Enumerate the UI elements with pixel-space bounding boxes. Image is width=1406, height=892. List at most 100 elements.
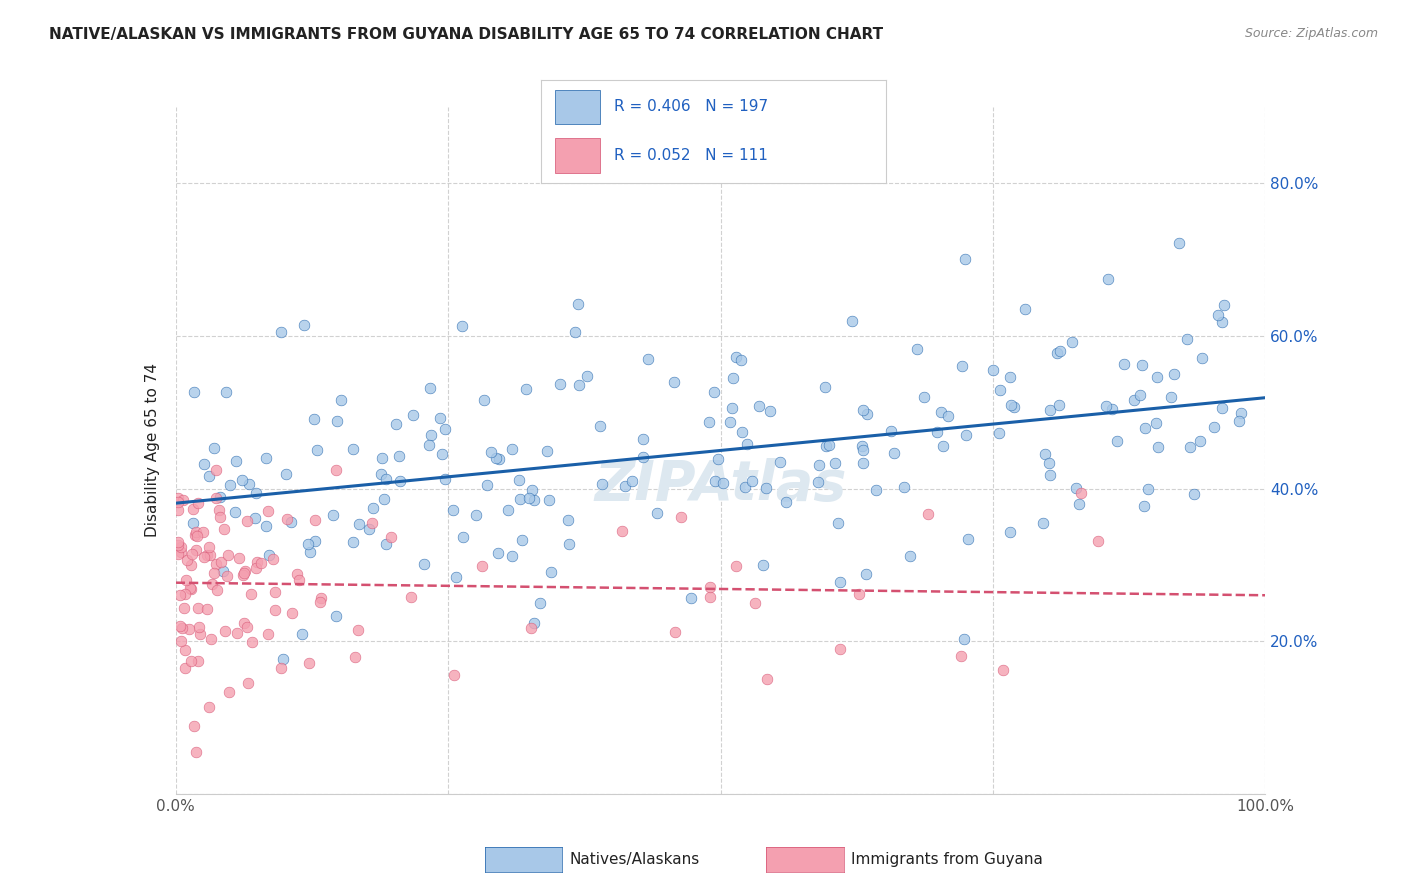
Point	[748, 399, 770, 413]
Point	[264, 603, 287, 617]
Point	[775, 495, 797, 509]
Point	[536, 444, 558, 458]
Point	[567, 296, 589, 310]
Point	[637, 352, 659, 367]
Point	[955, 428, 977, 442]
Point	[1033, 447, 1056, 461]
Point	[1060, 335, 1083, 350]
Point	[488, 452, 510, 467]
Point	[373, 492, 395, 507]
Text: R = 0.052   N = 111: R = 0.052 N = 111	[613, 148, 768, 162]
Point	[342, 442, 364, 456]
Point	[280, 515, 302, 529]
Point	[250, 557, 273, 571]
Point	[841, 314, 863, 328]
Point	[330, 392, 353, 407]
Point	[176, 553, 198, 567]
Point	[953, 252, 976, 267]
Point	[575, 369, 598, 384]
Point	[768, 455, 790, 469]
Point	[1094, 399, 1116, 413]
Point	[180, 558, 202, 572]
Point	[548, 377, 571, 392]
Point	[181, 502, 204, 516]
Point	[496, 503, 519, 517]
Point	[187, 654, 209, 668]
Point	[1130, 358, 1153, 372]
Point	[508, 474, 530, 488]
Point	[202, 442, 225, 456]
Point	[274, 467, 297, 482]
Point	[270, 660, 292, 674]
Point	[325, 608, 347, 623]
Point	[523, 492, 546, 507]
Point	[1211, 401, 1233, 415]
Point	[1160, 390, 1182, 404]
Point	[1014, 301, 1036, 316]
Point	[1182, 487, 1205, 501]
Point	[204, 491, 226, 506]
Point	[1137, 482, 1160, 496]
Point	[184, 745, 207, 759]
Point	[209, 555, 232, 569]
Point	[631, 450, 654, 465]
Point	[257, 549, 280, 563]
Point	[347, 624, 370, 638]
Point	[169, 619, 191, 633]
Point	[174, 661, 197, 675]
Point	[664, 625, 686, 640]
Point	[950, 359, 973, 373]
Point	[718, 415, 741, 429]
Point	[212, 522, 235, 536]
Point	[276, 512, 298, 526]
Point	[245, 485, 267, 500]
Point	[188, 627, 211, 641]
Point	[1204, 420, 1226, 434]
Point	[856, 407, 879, 421]
Point	[233, 564, 256, 578]
Point	[180, 547, 202, 561]
Text: Immigrants from Guyana: Immigrants from Guyana	[851, 853, 1042, 867]
Point	[197, 469, 219, 483]
Point	[988, 425, 1011, 440]
Point	[388, 449, 411, 463]
Point	[472, 393, 495, 408]
Point	[699, 581, 721, 595]
Point	[419, 381, 441, 395]
Point	[180, 582, 202, 596]
Point	[721, 401, 744, 415]
Point	[172, 492, 194, 507]
Point	[983, 362, 1005, 376]
Point	[501, 442, 523, 456]
Point	[880, 424, 903, 438]
Point	[193, 550, 215, 565]
Point	[1229, 406, 1251, 420]
Point	[814, 439, 837, 453]
Point	[371, 451, 394, 466]
Point	[1107, 434, 1129, 448]
Point	[557, 513, 579, 527]
Point	[953, 632, 976, 647]
Text: Natives/Alaskans: Natives/Alaskans	[569, 853, 700, 867]
Point	[485, 450, 508, 465]
Point	[1146, 370, 1168, 384]
Point	[917, 507, 939, 521]
Point	[988, 383, 1011, 397]
Point	[173, 600, 195, 615]
Point	[1211, 315, 1233, 329]
Point	[993, 663, 1015, 677]
Text: NATIVE/ALASKAN VS IMMIGRANTS FROM GUYANA DISABILITY AGE 65 TO 74 CORRELATION CHA: NATIVE/ALASKAN VS IMMIGRANTS FROM GUYANA…	[49, 27, 883, 42]
Point	[167, 503, 190, 517]
Point	[927, 425, 949, 440]
Point	[621, 474, 644, 488]
Point	[444, 570, 467, 584]
Point	[224, 505, 246, 519]
Point	[1132, 499, 1154, 513]
Point	[228, 550, 250, 565]
Point	[233, 616, 256, 631]
Point	[235, 620, 257, 634]
Point	[429, 410, 451, 425]
Point	[501, 549, 523, 563]
Point	[1213, 298, 1236, 312]
Point	[197, 540, 219, 554]
